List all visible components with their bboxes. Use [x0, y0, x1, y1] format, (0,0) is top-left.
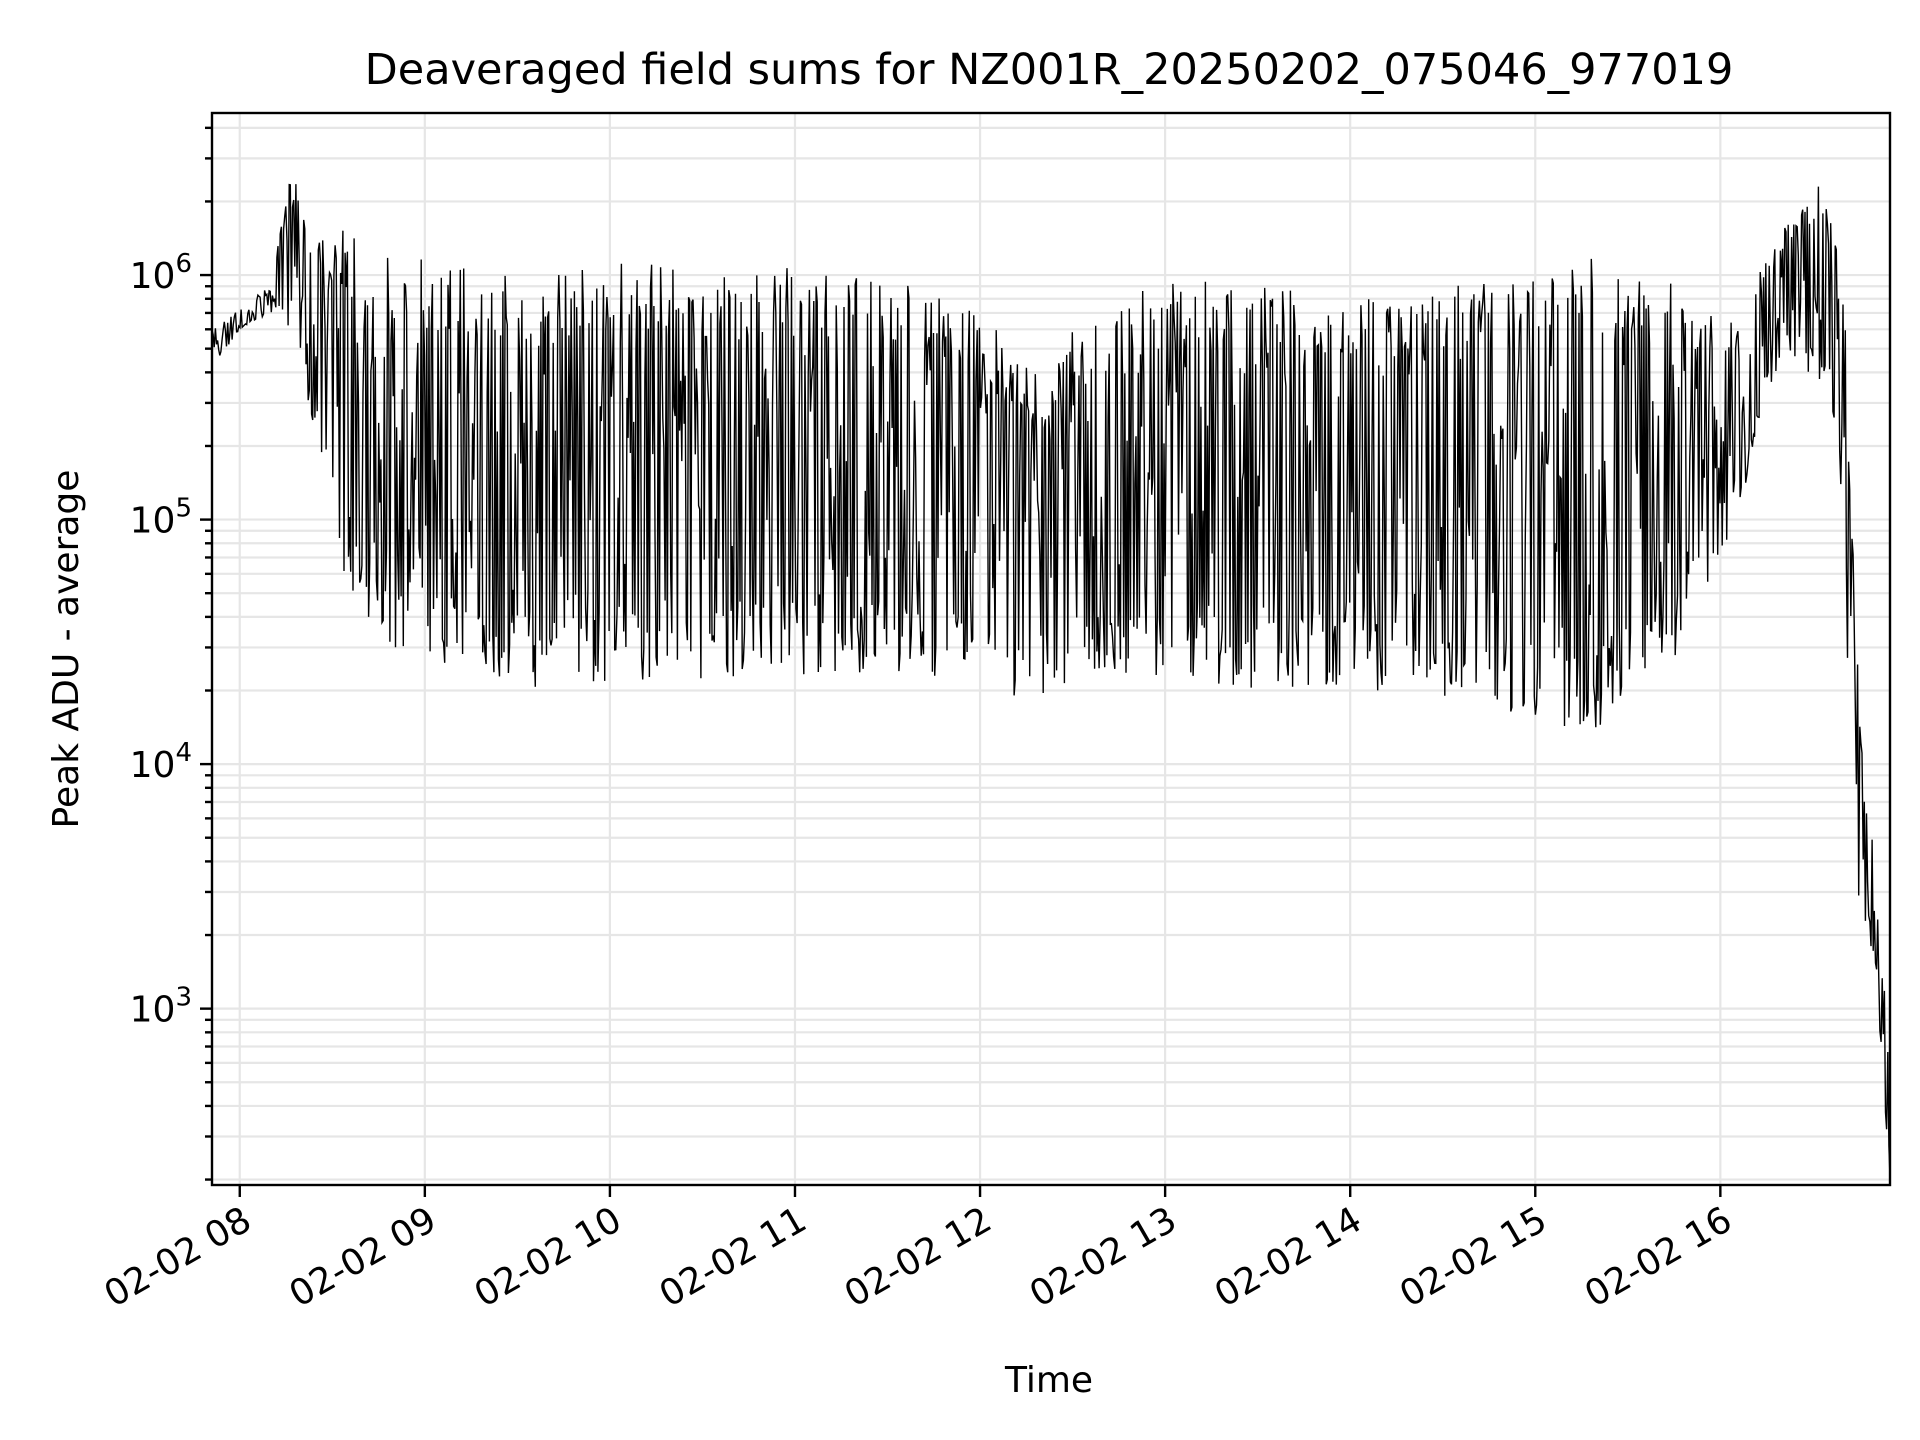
- series-line: [211, 183, 1891, 1178]
- y-tick-label: 104: [130, 738, 192, 786]
- y-tick-label: 103: [130, 983, 192, 1031]
- x-tick-label: 02-02 11: [653, 1199, 814, 1315]
- chart-title: Deaveraged field sums for NZ001R_2025020…: [365, 45, 1734, 95]
- x-axis-label: Time: [1004, 1360, 1093, 1401]
- x-tick-label: 02-02 12: [838, 1199, 999, 1315]
- x-tick-label: 02-02 09: [283, 1199, 444, 1315]
- y-tick-label: 106: [130, 249, 192, 297]
- plot-frame: [210, 111, 1892, 1187]
- x-tick-label: 02-02 14: [1208, 1199, 1369, 1315]
- y-tick-label: 105: [130, 494, 192, 542]
- x-tick-label: 02-02 08: [98, 1199, 259, 1315]
- x-tick-label: 02-02 15: [1393, 1199, 1554, 1315]
- x-tick-label: 02-02 13: [1023, 1199, 1184, 1315]
- x-tick-label: 02-02 16: [1578, 1199, 1739, 1315]
- data-series: [211, 183, 1891, 1178]
- y-axis-label: Peak ADU - average: [46, 470, 87, 829]
- x-tick-label: 02-02 10: [468, 1199, 629, 1315]
